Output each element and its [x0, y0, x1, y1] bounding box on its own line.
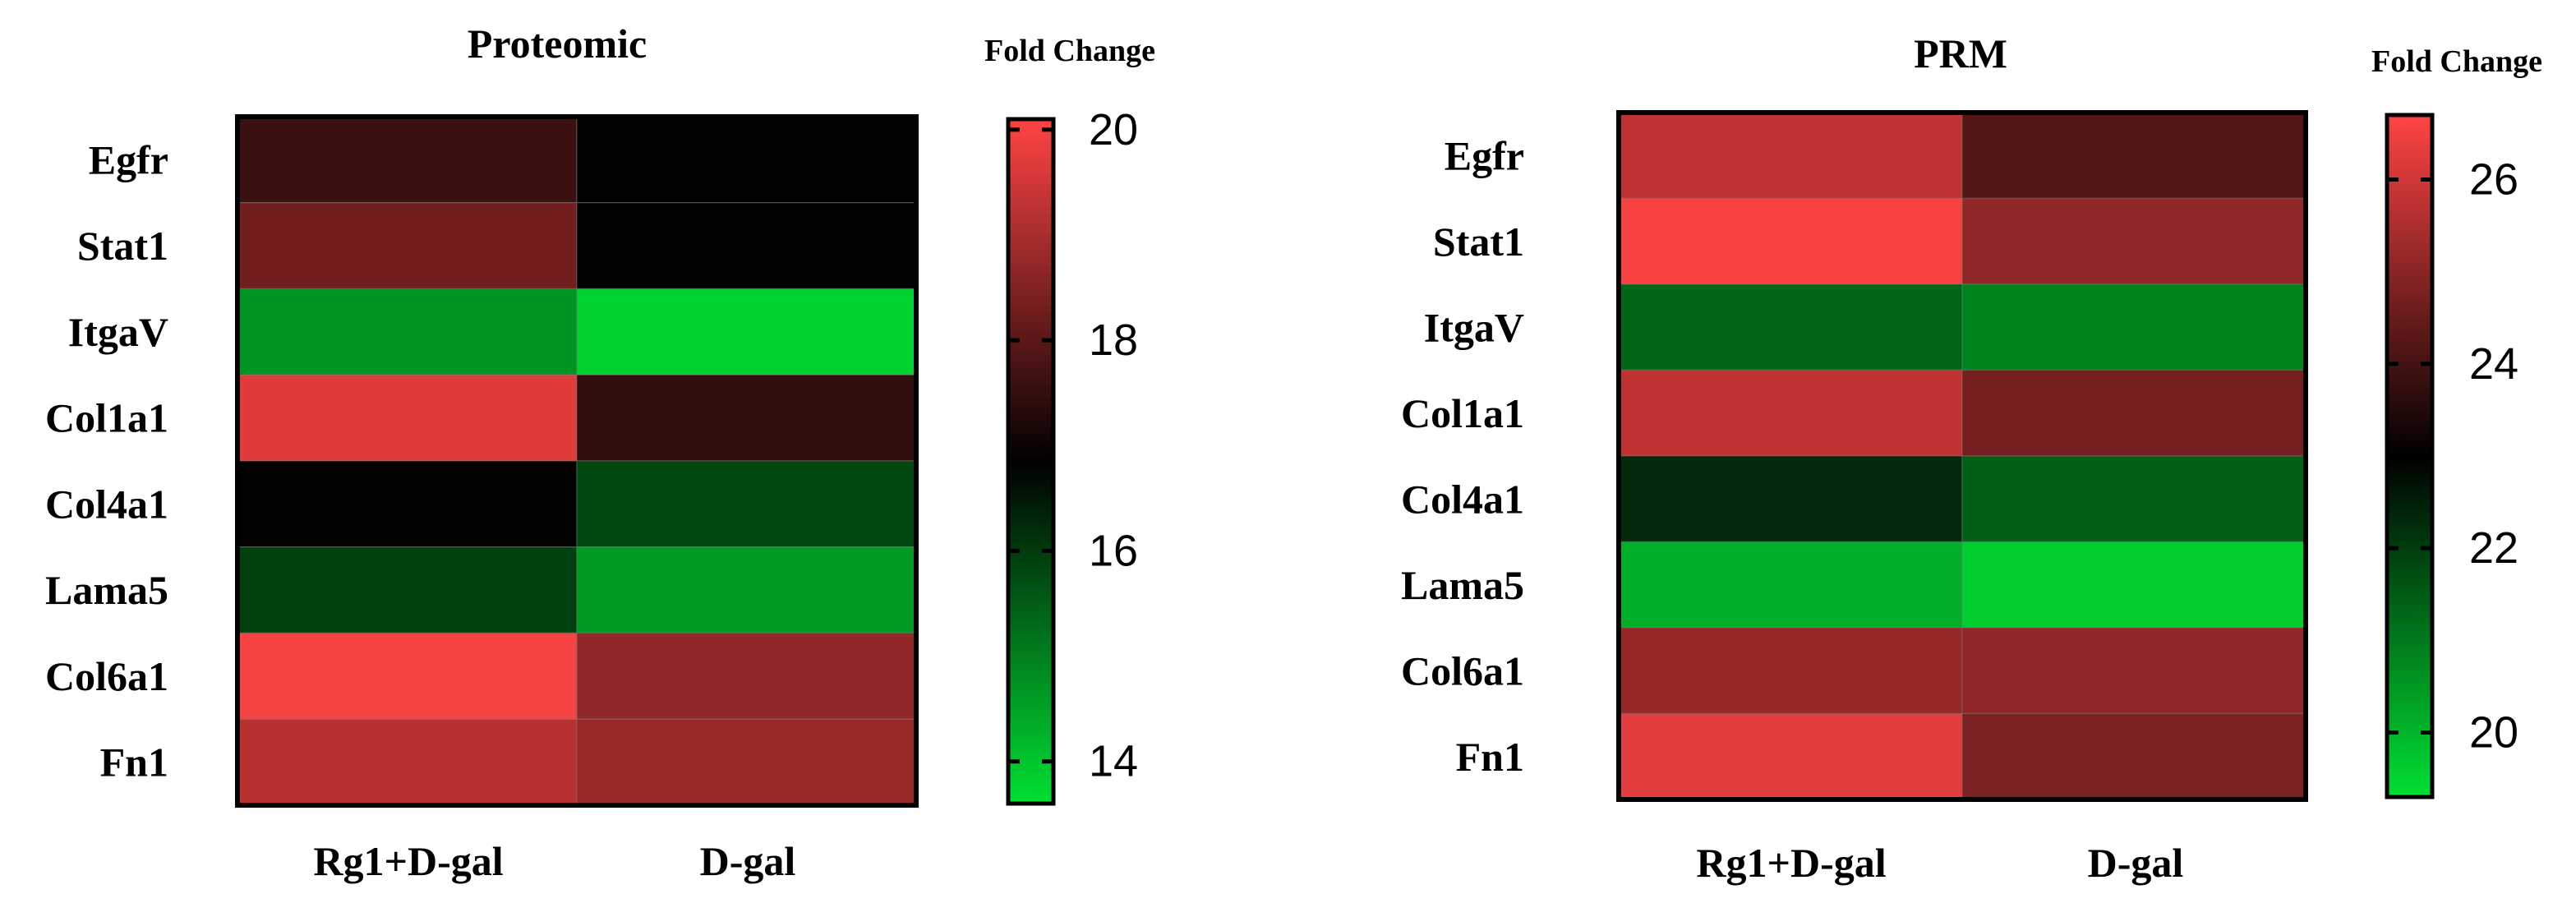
row-label: ItgaV: [1424, 304, 1524, 350]
heatmap-cell: [1961, 712, 2306, 800]
heatmap-cell: [576, 632, 917, 720]
heatmap-cell: [576, 374, 917, 462]
heatmap-cell: [576, 288, 917, 375]
row-label: Col4a1: [1401, 476, 1524, 522]
heatmap-cell: [1618, 627, 1963, 715]
heatmap-cell: [1961, 369, 2306, 457]
heatmap-frame: [1616, 110, 2308, 802]
row-label: Col4a1: [45, 481, 168, 527]
row-label: Stat1: [77, 223, 168, 269]
column-label: D-gal: [700, 838, 796, 884]
colorbar-tick-label: 14: [1089, 737, 1138, 786]
heatmap-frame: [235, 114, 919, 808]
column-label: D-gal: [2088, 840, 2184, 886]
colorbar-tick-label: 20: [2469, 707, 2518, 757]
heatmap-cell: [237, 202, 578, 290]
row-label: Col1a1: [45, 395, 168, 441]
heatmap-cell: [1618, 197, 1963, 285]
heatmap-cell: [237, 546, 578, 634]
row-label: Egfr: [89, 136, 168, 182]
column-label: Rg1+D-gal: [1696, 840, 1886, 886]
row-label: Fn1: [1456, 734, 1524, 780]
chart-title: PRM: [1914, 30, 2007, 76]
heatmap-cell: [1618, 283, 1963, 371]
colorbar-tick-label: 24: [2469, 339, 2518, 389]
heatmap-cell: [1618, 712, 1963, 800]
heatmap-panel-prm: PRM Fold Change Egfr Stat1 ItgaV Col1a1 Col4…: [1401, 30, 2542, 886]
heatmap-cell: [1961, 541, 2306, 629]
heatmap-panel-proteomic: Proteomic Fold Change Egfr Stat1 ItgaV Col1…: [45, 21, 1155, 884]
row-label: Col1a1: [1401, 390, 1524, 436]
heatmap-cell: [1618, 112, 1963, 200]
row-label: Col6a1: [45, 653, 168, 699]
heatmap-cell: [1961, 283, 2306, 371]
colorbar-label: Fold Change: [2371, 44, 2542, 79]
colorbar-tick-label: 26: [2469, 155, 2518, 205]
heatmap-cell: [1961, 455, 2306, 543]
row-label: Col6a1: [1401, 647, 1524, 693]
colorbar: [1006, 117, 1056, 806]
heatmap-cell: [237, 288, 578, 375]
heatmap-cell: [1961, 197, 2306, 285]
heatmap-cell: [1618, 369, 1963, 457]
chart-title: Proteomic: [468, 21, 647, 67]
row-label: Lama5: [45, 567, 168, 613]
colorbar-tick-label: 16: [1089, 526, 1138, 575]
row-label: ItgaV: [68, 309, 168, 355]
heatmap-cell: [576, 546, 917, 634]
heatmap-cell: [576, 202, 917, 290]
heatmap-cell: [237, 460, 578, 548]
row-label: Fn1: [100, 739, 168, 786]
heatmap-cell: [1618, 455, 1963, 543]
heatmap-cell: [237, 374, 578, 462]
colorbar-tick-label: 22: [2469, 523, 2518, 573]
heatmap-cell: [576, 460, 917, 548]
heatmap-cell: [237, 116, 578, 204]
row-label: Lama5: [1401, 562, 1524, 608]
heatmap-cell: [576, 718, 917, 806]
row-label: Stat1: [1433, 219, 1524, 265]
colorbar: [2385, 113, 2435, 799]
row-label: Egfr: [1445, 132, 1524, 178]
column-label: Rg1+D-gal: [313, 838, 503, 884]
colorbar-tick-label: 18: [1089, 316, 1138, 365]
heatmap-cell: [237, 632, 578, 720]
heatmap-cell: [576, 116, 917, 204]
colorbar-label: Fold Change: [984, 34, 1155, 68]
colorbar-tick-label: 20: [1089, 105, 1138, 154]
heatmap-cell: [1618, 541, 1963, 629]
heatmap-cell: [237, 718, 578, 806]
heatmap-cell: [1961, 627, 2306, 715]
heatmap-cell: [1961, 112, 2306, 200]
